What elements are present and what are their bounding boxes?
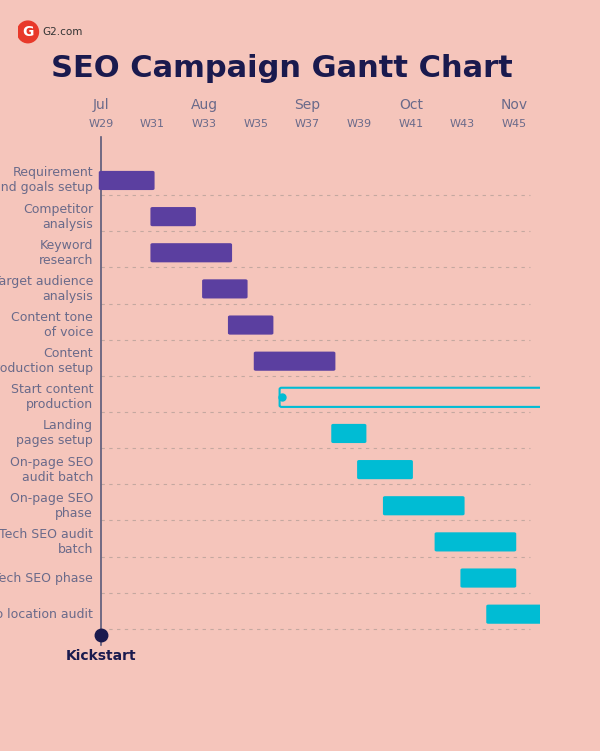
Text: On-page SEO
audit batch: On-page SEO audit batch [10,456,93,484]
Text: Requirement
and goals setup: Requirement and goals setup [0,167,93,195]
FancyBboxPatch shape [228,315,274,335]
FancyBboxPatch shape [383,496,464,515]
Text: Keyword
research: Keyword research [39,239,93,267]
FancyBboxPatch shape [99,171,155,190]
Text: Aug: Aug [191,98,218,112]
Text: W45: W45 [502,119,527,129]
FancyBboxPatch shape [460,569,516,587]
Text: Sep: Sep [295,98,320,112]
Text: Nov: Nov [500,98,528,112]
Text: Start content
production: Start content production [11,383,93,412]
Text: W33: W33 [191,119,217,129]
Text: G2.com: G2.com [43,27,83,37]
Text: G: G [22,25,34,39]
Text: Competitor
analysis: Competitor analysis [23,203,93,231]
Text: Tech SEO phase: Tech SEO phase [0,572,93,584]
FancyBboxPatch shape [486,605,568,624]
Text: Landing
pages setup: Landing pages setup [16,420,93,448]
Circle shape [17,21,38,43]
FancyBboxPatch shape [151,243,232,262]
Text: W41: W41 [398,119,424,129]
FancyBboxPatch shape [331,424,367,443]
Text: Kickstart: Kickstart [65,649,136,663]
Text: On-page SEO
phase: On-page SEO phase [10,492,93,520]
Text: SEO Campaign Gantt Chart: SEO Campaign Gantt Chart [51,54,512,83]
Text: Jul: Jul [92,98,109,112]
Text: Tech SEO audit
batch: Tech SEO audit batch [0,528,93,556]
Text: W43: W43 [450,119,475,129]
Text: W29: W29 [88,119,113,129]
Text: W35: W35 [244,119,268,129]
Text: Target audience
analysis: Target audience analysis [0,275,93,303]
FancyBboxPatch shape [151,207,196,226]
Text: W37: W37 [295,119,320,129]
Text: Content
production setup: Content production setup [0,347,93,376]
FancyBboxPatch shape [357,460,413,479]
FancyBboxPatch shape [254,351,335,371]
FancyBboxPatch shape [434,532,516,551]
Text: Content tone
of voice: Content tone of voice [11,311,93,339]
Text: Oct: Oct [399,98,423,112]
Text: Geo location audit: Geo location audit [0,608,93,620]
FancyBboxPatch shape [202,279,248,298]
Text: W39: W39 [347,119,372,129]
Text: W31: W31 [140,119,165,129]
